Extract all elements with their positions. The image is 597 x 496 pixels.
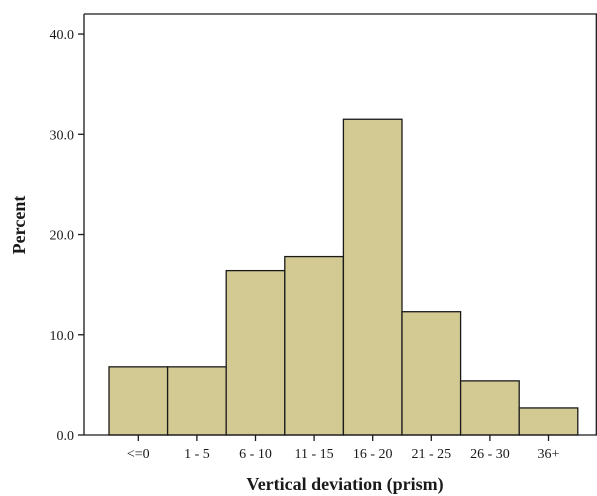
y-tick-label: 30.0 (50, 128, 75, 143)
bar-3 (284, 255, 345, 436)
y-tick-label: 40.0 (50, 28, 75, 43)
y-tick-label: 0.0 (57, 429, 75, 444)
x-tick-label: 1 - 5 (184, 447, 210, 462)
x-tick-label: 36+ (538, 447, 560, 462)
x-tick-label: 16 - 20 (353, 447, 393, 462)
y-axis-title: Percent (9, 196, 29, 255)
x-axis-title: Vertical deviation (prism) (246, 474, 443, 495)
bars-group (108, 118, 579, 436)
axes-group (83, 13, 597, 436)
x-tick-label: 26 - 30 (470, 447, 510, 462)
x-tick-label: 21 - 25 (411, 447, 451, 462)
y-tick-label: 10.0 (50, 329, 75, 344)
bar-0 (108, 366, 169, 436)
y-ticks-group: 0.0 10.0 20.0 30.0 40.0 (50, 28, 84, 444)
x-tick-label: 6 - 10 (239, 447, 272, 462)
bar-4 (342, 118, 403, 436)
x-tick-label: 11 - 15 (295, 447, 334, 462)
bar-5 (401, 311, 462, 436)
bar-7 (518, 407, 579, 436)
x-tick-label: <=0 (127, 447, 150, 462)
bar-1 (166, 366, 227, 436)
x-ticks-group: <=0 1 - 5 6 - 10 11 - 15 16 - 20 21 - 25 26 - … (127, 435, 560, 462)
bar-2 (225, 269, 286, 436)
y-tick-label: 20.0 (50, 229, 75, 244)
bar-6 (459, 380, 520, 436)
